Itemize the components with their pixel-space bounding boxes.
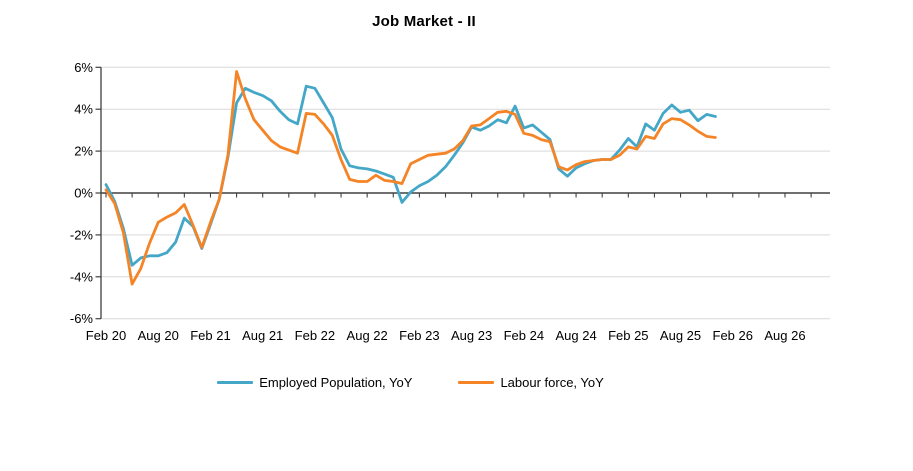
y-tick-label: -2%: [70, 227, 94, 242]
x-tick-label: Feb 21: [190, 328, 230, 343]
x-tick-label: Feb 20: [86, 328, 126, 343]
x-tick-label: Feb 26: [713, 328, 753, 343]
legend-label-employed-population: Employed Population, YoY: [259, 375, 413, 390]
x-tick-label: Aug 21: [242, 328, 283, 343]
legend-item-labour-force: Labour force, YoY: [458, 375, 604, 390]
x-tick-label: Aug 23: [451, 328, 492, 343]
x-tick-label: Aug 24: [555, 328, 596, 343]
legend-item-employed-population: Employed Population, YoY: [217, 375, 412, 390]
y-axis: 6% 4% 2% 0% -2% -4% -6%: [70, 60, 102, 326]
x-tick-label: Feb 25: [608, 328, 648, 343]
x-tick-label: Aug 26: [764, 328, 805, 343]
y-tick-label: 2%: [74, 144, 93, 159]
labour-force-line-swatch: [458, 381, 495, 384]
legend-label-labour-force: Labour force, YoY: [500, 375, 604, 390]
x-tick-label: Feb 23: [399, 328, 439, 343]
y-tick-label: 0%: [74, 186, 93, 201]
employed-population-line-swatch: [217, 381, 254, 384]
x-tick-label: Feb 24: [504, 328, 544, 343]
x-tick-label: Aug 20: [138, 328, 179, 343]
chart-legend: Employed Population, YoY Labour force, Y…: [0, 375, 867, 390]
x-tick-label: Feb 22: [295, 328, 335, 343]
y-tick-label: 4%: [74, 102, 93, 117]
series-line-labour-force: [104, 70, 717, 286]
x-tick-label: Aug 25: [660, 328, 701, 343]
y-tick-label: -4%: [70, 269, 94, 284]
x-axis: Feb 20 Aug 20 Feb 21 Aug 21 Feb 22 Aug 22 Feb …: [86, 192, 830, 343]
chart-title: Job Market - II: [372, 13, 476, 30]
gridlines: [101, 66, 830, 320]
y-tick-label: -6%: [70, 311, 94, 326]
x-tick-label: Aug 22: [347, 328, 388, 343]
y-tick-label: 6%: [74, 60, 93, 75]
